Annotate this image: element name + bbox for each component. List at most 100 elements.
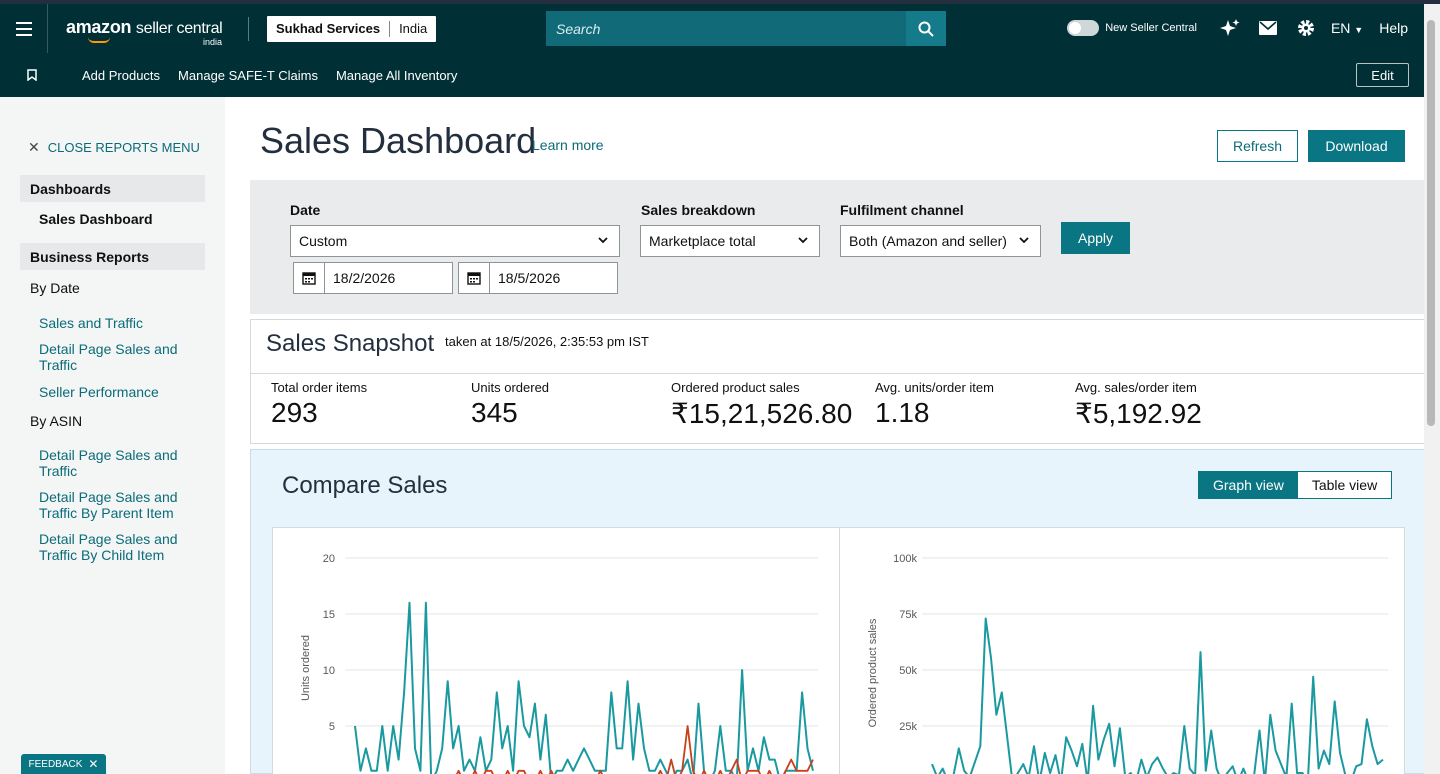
gear-icon[interactable] — [1287, 14, 1325, 42]
sidebar-item-sales-and-traffic[interactable]: Sales and Traffic — [39, 315, 144, 331]
search-bar — [546, 11, 946, 46]
sales-snapshot-panel: Sales Snapshot taken at 18/5/2026, 2:35:… — [250, 319, 1425, 444]
feedback-label: FEEDBACK — [28, 758, 83, 770]
date-range-select[interactable]: Custom — [290, 225, 620, 257]
charts-container: 20 15 10 5 Units ordered 100k 75k 50k 25k Ordere… — [272, 527, 1405, 774]
feedback-button[interactable]: FEEDBACK ✕ — [21, 754, 106, 774]
y-axis-label: Units ordered — [300, 635, 312, 701]
metric-ordered-product-sales: Ordered product sales ₹15,21,526.80 — [671, 380, 852, 430]
sales-breakdown-select[interactable]: Marketplace total — [640, 225, 820, 257]
close-reports-menu-label: CLOSE REPORTS MENU — [47, 140, 200, 155]
series-line-secondary — [456, 725, 814, 774]
y-tick-label: 25k — [899, 721, 917, 733]
chevron-down-icon: ▼ — [1354, 25, 1364, 35]
y-tick-label: 5 — [329, 721, 335, 733]
metric-value: ₹5,192.92 — [1075, 398, 1202, 429]
header-divider — [248, 16, 249, 41]
chevron-down-icon — [598, 237, 608, 244]
y-tick-label: 100k — [893, 553, 917, 565]
compare-sales-title: Compare Sales — [282, 472, 448, 499]
new-seller-central-toggle[interactable] — [1067, 20, 1100, 36]
refresh-button[interactable]: Refresh — [1217, 130, 1298, 162]
bookmark-icon[interactable] — [0, 69, 64, 81]
start-date-value: 18/2/2026 — [333, 270, 396, 286]
language-selector[interactable]: EN ▼ — [1331, 20, 1363, 36]
header-tools: New Seller Central EN ▼ Help — [1067, 14, 1440, 42]
metric-label: Ordered product sales — [671, 380, 800, 395]
series-line-primary — [354, 601, 814, 774]
y-tick-label: 75k — [899, 609, 917, 621]
dashboards-heading: Dashboards — [20, 175, 205, 202]
end-date-field[interactable]: 18/5/2026 — [458, 262, 618, 294]
nav-add-products[interactable]: Add Products — [82, 67, 161, 83]
metric-value: 293 — [271, 397, 318, 428]
close-reports-menu-button[interactable]: ✕ CLOSE REPORTS MENU — [28, 139, 200, 156]
store-name: Sukhad Services — [276, 21, 381, 36]
close-icon[interactable]: ✕ — [88, 757, 99, 771]
reports-sidebar: ✕ CLOSE REPORTS MENU Dashboards Sales Da… — [0, 97, 225, 774]
fulfilment-channel-value: Both (Amazon and seller) — [849, 233, 1007, 249]
sidebar-item-sales-dashboard[interactable]: Sales Dashboard — [39, 211, 153, 227]
language-label: EN — [1330, 20, 1351, 36]
graph-view-button[interactable]: Graph view — [1199, 472, 1298, 498]
chevron-down-icon — [1019, 237, 1029, 244]
apply-button[interactable]: Apply — [1061, 222, 1130, 254]
fulfilment-channel-label: Fulfilment channel — [840, 202, 964, 218]
metric-avg-units-per-order-item: Avg. units/order item 1.18 — [875, 380, 994, 429]
date-range-value: Custom — [299, 233, 348, 249]
download-button[interactable]: Download — [1308, 130, 1405, 162]
sparkle-icon[interactable] — [1211, 14, 1249, 42]
metric-label: Total order items — [271, 380, 368, 395]
nav-manage-all-inventory[interactable]: Manage All Inventory — [335, 67, 458, 83]
table-view-button[interactable]: Table view — [1297, 472, 1392, 498]
metric-label: Units ordered — [471, 380, 550, 395]
seller-central-logo[interactable]: amazon seller central india — [66, 11, 226, 47]
sidebar-item-asin-detail-page-sales-and-traffic[interactable]: Detail Page Sales and Traffic — [39, 447, 178, 479]
metric-value: ₹15,21,526.80 — [671, 398, 853, 429]
by-asin-heading: By ASIN — [30, 413, 83, 429]
y-tick-label: 50k — [899, 665, 917, 677]
sidebar-item-asin-by-child-item[interactable]: Detail Page Sales and Traffic By Child I… — [39, 531, 178, 563]
snapshot-timestamp: taken at 18/5/2026, 2:35:53 pm IST — [445, 334, 649, 349]
logo-region: india — [203, 36, 223, 47]
sales-snapshot-title: Sales Snapshot — [266, 330, 435, 357]
metric-label: Avg. sales/order item — [1075, 380, 1197, 395]
menu-icon[interactable] — [0, 4, 48, 53]
learn-more-link[interactable]: Learn more — [532, 137, 604, 153]
sidebar-item-seller-performance[interactable]: Seller Performance — [39, 384, 159, 400]
edit-nav-button[interactable]: Edit — [1356, 63, 1409, 87]
new-seller-central-label: New Seller Central — [1105, 22, 1197, 34]
marketplace-name: India — [399, 21, 428, 36]
close-icon: ✕ — [28, 139, 40, 155]
sales-breakdown-label: Sales breakdown — [641, 202, 756, 218]
metric-value: 345 — [471, 397, 518, 428]
account-switcher[interactable]: Sukhad Services India — [267, 15, 437, 42]
search-icon — [918, 21, 934, 37]
search-input[interactable] — [546, 11, 906, 46]
calendar-icon[interactable] — [294, 263, 325, 293]
sidebar-item-asin-by-parent-item[interactable]: Detail Page Sales and Traffic By Parent … — [39, 489, 178, 521]
y-tick-label: 15 — [323, 609, 335, 621]
sidebar-item-detail-page-sales-and-traffic[interactable]: Detail Page Sales and Traffic — [39, 341, 178, 373]
logo-suffix: seller central — [135, 19, 223, 37]
filters-panel: Date Custom 18/2/2026 18/5/2026 Sales br… — [250, 180, 1425, 314]
metric-total-order-items: Total order items 293 — [271, 380, 367, 429]
calendar-icon[interactable] — [459, 263, 490, 293]
view-toggle: Graph view Table view — [1198, 471, 1393, 499]
help-link[interactable]: Help — [1379, 20, 1408, 36]
y-tick-label: 20 — [323, 553, 335, 565]
y-tick-label: 10 — [323, 665, 335, 677]
compare-sales-panel: Compare Sales Graph view Table view 20 15… — [250, 449, 1425, 774]
nav-manage-safe-t-claims[interactable]: Manage SAFE-T Claims — [178, 67, 318, 83]
date-label: Date — [290, 202, 321, 218]
start-date-field[interactable]: 18/2/2026 — [293, 262, 453, 294]
metric-units-ordered: Units ordered 345 — [471, 380, 549, 429]
chevron-down-icon — [798, 237, 808, 244]
mail-icon[interactable] — [1249, 14, 1287, 42]
page-scrollbar-thumb[interactable] — [1427, 20, 1435, 426]
fulfilment-channel-select[interactable]: Both (Amazon and seller) — [840, 225, 1041, 257]
by-date-heading: By Date — [30, 280, 80, 296]
search-button[interactable] — [906, 11, 946, 46]
sales-breakdown-value: Marketplace total — [649, 233, 756, 249]
page-title: Sales Dashboard — [260, 120, 537, 161]
